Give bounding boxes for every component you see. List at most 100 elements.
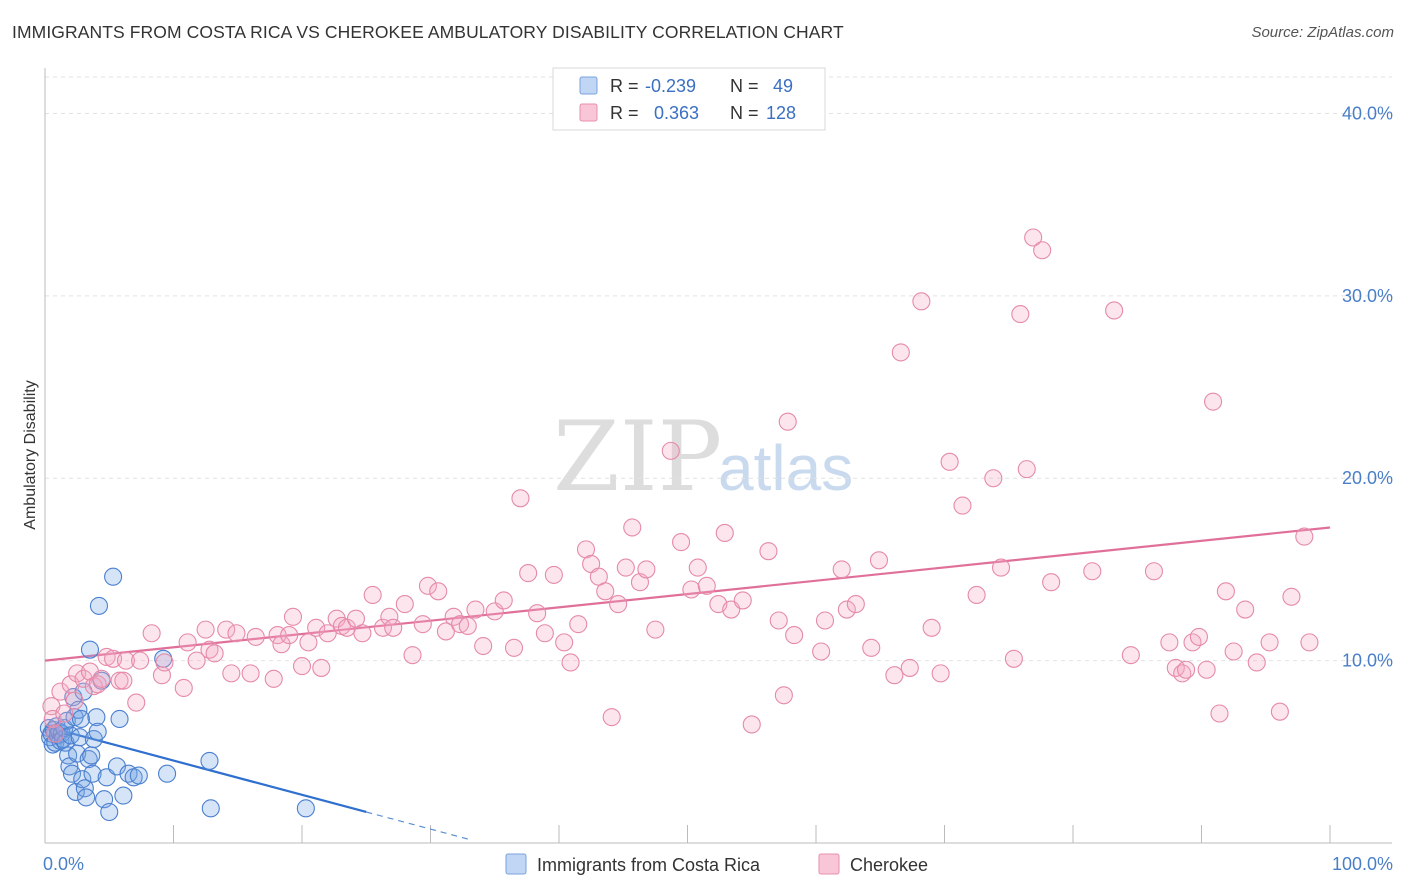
point-s0-50	[158, 764, 177, 783]
point-s1-19	[131, 651, 150, 670]
legend-swatch-blue	[579, 76, 598, 95]
point-s0-52	[201, 799, 220, 818]
point-s1-125	[1083, 562, 1102, 581]
point-s1-120	[1011, 305, 1030, 324]
point-s1-8	[74, 669, 93, 688]
point-s1-104	[837, 600, 856, 619]
point-s1-139	[1224, 642, 1243, 661]
point-s1-114	[940, 452, 959, 471]
point-s0-41	[100, 802, 119, 822]
point-s1-117	[984, 469, 1003, 488]
point-s1-123	[1033, 241, 1052, 260]
point-s1-59	[444, 607, 463, 626]
point-s1-116	[967, 585, 986, 605]
chart-source: Source: ZipAtlas.com	[1251, 24, 1394, 41]
point-s1-69	[528, 604, 547, 623]
point-s1-63	[474, 636, 493, 656]
point-s0-44	[110, 709, 129, 729]
point-s1-65	[494, 591, 513, 610]
point-s1-110	[900, 658, 919, 677]
point-s1-137	[1210, 704, 1229, 723]
data-points	[39, 228, 1319, 822]
point-s0-29	[77, 788, 96, 807]
x-tick-label-0: 0.0%	[43, 854, 84, 874]
point-s1-13	[97, 647, 116, 667]
x-tick-label-1: 100.0%	[1332, 854, 1393, 874]
point-s1-66	[504, 638, 524, 657]
tick-labels: 10.0% 20.0% 30.0% 40.0% 0.0% 100.0%	[43, 103, 1393, 874]
point-s1-24	[178, 633, 197, 652]
chart-title: IMMIGRANTS FROM COSTA RICA VS CHEROKEE A…	[12, 22, 844, 42]
point-s0-43	[107, 757, 127, 776]
point-s1-20	[142, 624, 161, 643]
point-s1-143	[1270, 702, 1289, 721]
point-s1-74	[569, 615, 588, 634]
y-tick-label-0: 10.0%	[1342, 651, 1393, 671]
point-s1-71	[544, 565, 563, 584]
point-s1-142	[1260, 633, 1279, 652]
point-s1-98	[774, 686, 793, 705]
point-s0-24	[70, 728, 89, 747]
point-s1-25	[187, 651, 206, 670]
point-s1-70	[535, 624, 554, 643]
point-s1-103	[832, 560, 851, 579]
legend-bottom-swatch-blue	[505, 853, 527, 875]
point-s1-3	[51, 682, 70, 701]
point-s1-32	[241, 664, 260, 683]
legend-r-value-2: 0.363	[654, 103, 699, 123]
point-s1-36	[272, 635, 291, 654]
point-s1-102	[815, 611, 835, 630]
point-s0-51	[200, 751, 219, 770]
point-s1-50	[373, 618, 393, 637]
point-s1-51	[380, 607, 399, 626]
point-s1-86	[661, 441, 680, 460]
point-s1-56	[418, 576, 437, 595]
point-s1-111	[912, 292, 931, 311]
point-s1-146	[1300, 633, 1319, 652]
point-s1-124	[1042, 573, 1061, 592]
watermark: ZIP atlas	[553, 401, 853, 513]
point-s1-23	[174, 678, 193, 698]
point-s1-28	[205, 644, 224, 663]
point-s1-30	[222, 664, 241, 683]
point-s1-119	[1004, 649, 1023, 668]
point-s1-81	[616, 558, 635, 577]
series-0	[39, 567, 315, 822]
point-s1-97	[769, 611, 788, 630]
point-s1-67	[511, 489, 530, 508]
point-s1-95	[742, 715, 761, 734]
point-s0-35	[87, 708, 106, 727]
legend-r-label-1: R =	[610, 76, 639, 96]
point-s1-18	[127, 693, 146, 712]
legend-n-label-2: N =	[730, 103, 759, 123]
point-s1-136	[1204, 392, 1223, 411]
point-s0-17	[61, 726, 80, 745]
point-s1-79	[602, 708, 621, 727]
y-tick-label-1: 20.0%	[1342, 468, 1393, 488]
legend-bottom: Immigrants from Costa Rica Cherokee	[505, 853, 928, 875]
point-s0-53	[296, 799, 315, 818]
point-s1-88	[682, 580, 701, 599]
point-s1-41	[307, 618, 326, 637]
point-s1-128	[1144, 562, 1164, 581]
point-s1-108	[885, 666, 904, 685]
point-s1-52	[384, 618, 403, 637]
y-tick-label-3: 40.0%	[1342, 103, 1393, 123]
point-s1-100	[785, 626, 804, 645]
legend-n-value-1: 49	[773, 76, 793, 96]
point-s1-73	[561, 653, 580, 672]
point-s1-27	[200, 640, 219, 659]
point-s1-4	[55, 704, 74, 723]
point-s0-37	[89, 596, 109, 615]
point-s1-94	[733, 591, 752, 610]
point-s1-57	[429, 582, 448, 601]
axes	[44, 68, 1392, 844]
point-s1-82	[623, 518, 642, 537]
point-s1-92	[715, 523, 734, 543]
point-s1-106	[862, 638, 881, 657]
point-s0-36	[88, 722, 107, 741]
point-s1-17	[116, 651, 136, 670]
point-s0-48	[129, 766, 148, 785]
watermark-atlas: atlas	[718, 432, 853, 504]
